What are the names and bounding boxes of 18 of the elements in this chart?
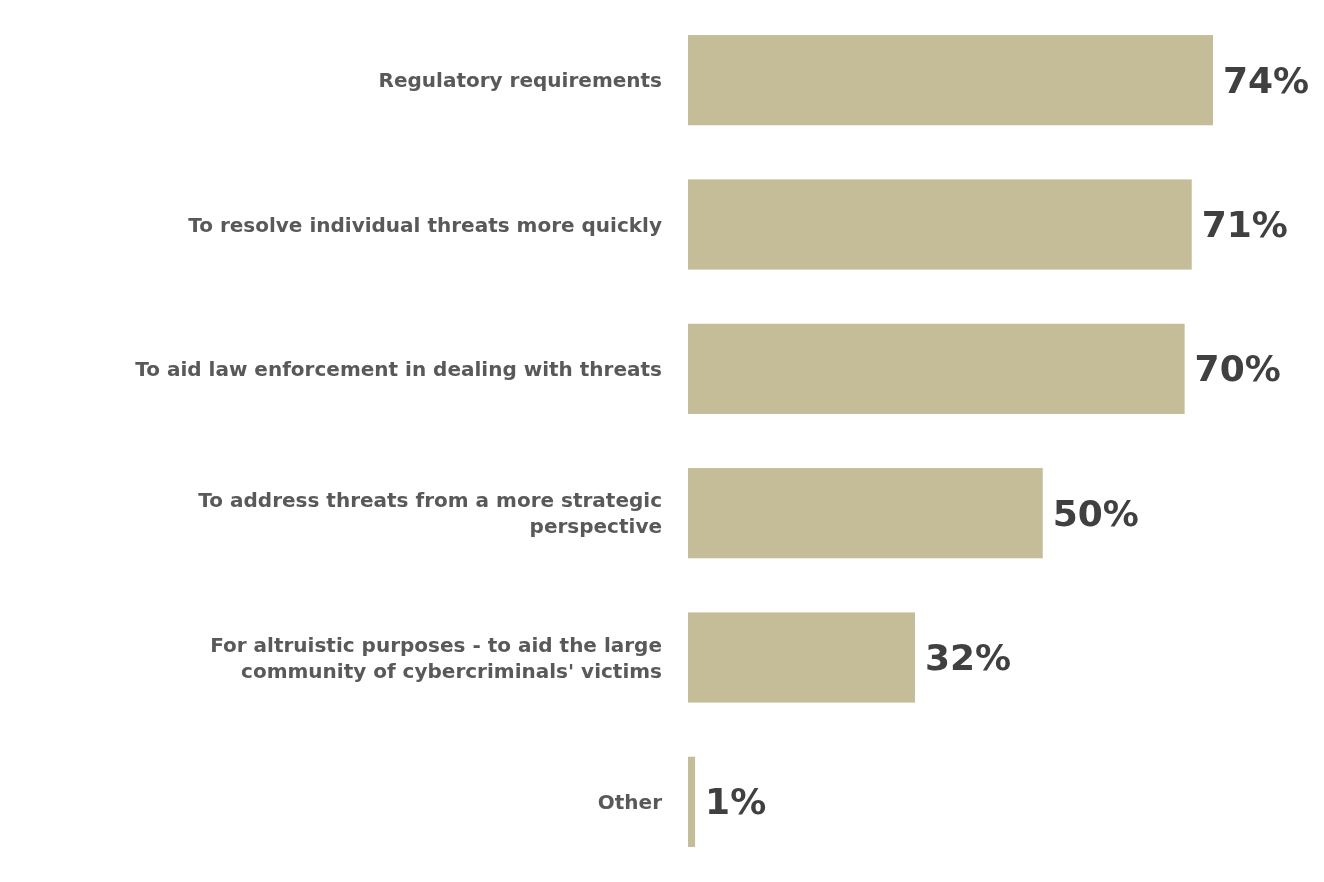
bar: [688, 612, 916, 703]
bar: [688, 179, 1192, 270]
y-tick-label: Regulatory requirements: [378, 68, 662, 93]
y-tick-label: To address threats from a more strategic perspective: [198, 488, 662, 539]
data-label: 74%: [1223, 59, 1310, 101]
data-label: 50%: [1052, 492, 1139, 534]
y-tick-label: To resolve individual threats more quickly: [188, 212, 662, 237]
data-label: 71%: [1201, 204, 1288, 246]
y-tick-label: Other: [597, 789, 663, 814]
bar: [688, 468, 1043, 559]
y-tick-label: For altruistic purposes - to aid the large community of cybercriminals' victims: [210, 632, 662, 683]
data-label: 1%: [705, 781, 767, 823]
data-label: 32%: [925, 637, 1012, 679]
bar: [688, 756, 696, 847]
y-tick-label: To aid law enforcement in dealing with threats: [135, 356, 662, 381]
bar: [688, 323, 1185, 414]
data-label: 70%: [1194, 348, 1281, 390]
bar: [688, 35, 1213, 126]
